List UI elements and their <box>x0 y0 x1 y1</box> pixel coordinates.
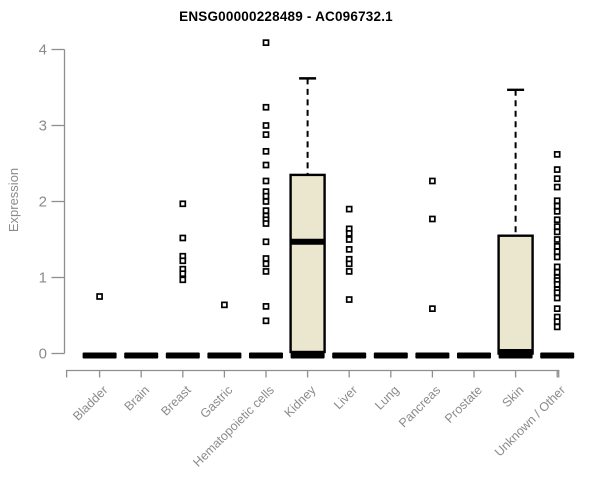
outlier-point <box>262 122 270 129</box>
outlier-point <box>553 183 561 191</box>
outlier-point <box>553 305 561 313</box>
outlier-point <box>553 223 561 230</box>
outlier-point <box>179 276 187 284</box>
zero-bar <box>540 352 575 359</box>
x-category-label: Breast <box>158 383 194 419</box>
outlier-point <box>553 280 561 288</box>
outlier-point <box>553 228 561 236</box>
outlier-point <box>553 166 561 173</box>
x-category-label: Hematopoietic cells <box>190 383 277 470</box>
outlier-point <box>179 270 187 278</box>
outlier-point <box>429 215 436 223</box>
outlier-point <box>553 289 561 297</box>
outlier-point <box>553 175 561 183</box>
outlier-point <box>553 248 561 256</box>
outlier-point <box>345 236 353 243</box>
outlier-point <box>553 216 561 224</box>
box-kidney <box>289 173 326 354</box>
zero-bar <box>332 352 367 359</box>
y-tick-label: 2 <box>39 194 47 211</box>
outlier-point <box>345 246 353 253</box>
outlier-point <box>262 177 270 185</box>
outlier-point <box>345 230 353 237</box>
outlier-point <box>553 263 561 271</box>
zero-bar <box>457 352 491 359</box>
outlier-point <box>262 238 270 246</box>
outlier-point <box>429 177 436 185</box>
outlier-point <box>262 260 270 268</box>
outlier-point <box>262 317 270 325</box>
zero-bar <box>165 352 200 359</box>
zero-bar <box>124 352 159 359</box>
x-category-label: Pancreas <box>396 383 443 430</box>
outlier-point <box>553 253 561 261</box>
y-tick-label: 3 <box>39 118 47 135</box>
outlier-point <box>262 131 270 138</box>
outlier-point <box>179 257 187 265</box>
x-category-label: Unknown / Other <box>492 383 568 459</box>
y-tick-label: 4 <box>39 42 47 59</box>
outlier-point <box>262 303 270 310</box>
zero-bar <box>290 352 325 359</box>
outlier-point <box>345 296 353 303</box>
outlier-point <box>553 268 561 276</box>
outlier-point <box>262 103 270 111</box>
outlier-point <box>262 192 270 200</box>
outlier-point <box>262 220 270 227</box>
outlier-point <box>553 318 561 325</box>
outlier-point <box>553 202 561 210</box>
outlier-point <box>345 268 353 275</box>
outlier-point <box>553 294 561 302</box>
outlier-point <box>345 260 353 268</box>
zero-bar <box>498 352 533 359</box>
x-category-label: Brain <box>122 383 153 414</box>
outlier-point <box>262 207 270 214</box>
outlier-point <box>553 242 561 250</box>
outlier-point <box>221 301 228 309</box>
zero-bar <box>249 352 283 359</box>
outlier-point <box>179 200 187 208</box>
x-category-label: Lung <box>372 383 402 413</box>
outlier-point <box>553 208 561 215</box>
outlier-point <box>553 323 561 331</box>
x-category-label: Prostate <box>442 383 485 426</box>
outlier-point <box>553 236 561 243</box>
outlier-point <box>345 205 353 213</box>
x-category-label: Gastric <box>197 383 235 421</box>
outlier-point <box>262 255 270 262</box>
x-category-label: Bladder <box>70 383 110 423</box>
y-tick-label: 0 <box>39 346 47 363</box>
outlier-point <box>262 147 270 155</box>
x-category-label: Skin <box>499 383 526 410</box>
x-category-label: Liver <box>331 383 360 412</box>
outlier-point <box>262 39 270 47</box>
outlier-point <box>262 268 270 275</box>
zero-bar <box>207 352 242 359</box>
zero-bar <box>373 352 408 359</box>
outlier-point <box>262 161 270 169</box>
outlier-point <box>553 151 561 158</box>
outlier-point <box>429 305 436 313</box>
outlier-point <box>553 197 561 205</box>
x-category-label: Kidney <box>282 383 319 420</box>
zero-bar <box>82 352 117 359</box>
y-tick-label: 1 <box>39 270 47 287</box>
outlier-point <box>262 198 270 205</box>
zero-bar <box>415 352 450 359</box>
chart-title: ENSG00000228489 - AC096732.1 <box>179 9 393 24</box>
outlier-point <box>96 293 103 300</box>
outlier-point <box>179 234 187 242</box>
box-skin <box>497 234 534 355</box>
